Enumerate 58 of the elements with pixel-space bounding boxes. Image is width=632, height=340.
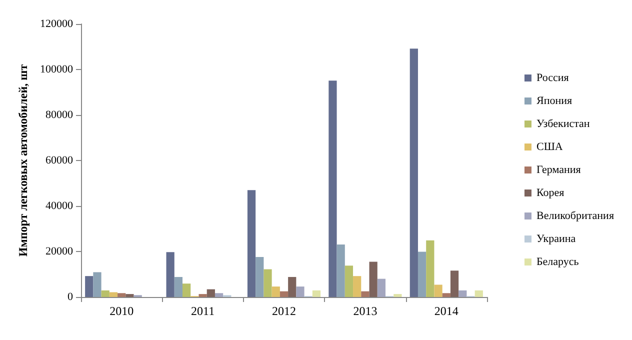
bar	[353, 276, 362, 297]
bar	[256, 256, 264, 297]
legend-label: Украина	[536, 233, 576, 245]
bar	[166, 252, 174, 297]
bar	[288, 276, 296, 297]
bar	[450, 270, 459, 297]
bar	[118, 293, 126, 297]
bar	[474, 290, 483, 297]
x-tick-label: 2013	[353, 304, 378, 318]
bar	[377, 278, 386, 297]
y-tick-label: 120000	[40, 18, 74, 30]
bar	[85, 276, 94, 297]
legend-label: Беларусь	[536, 256, 579, 268]
bar	[410, 48, 418, 297]
bar	[264, 269, 272, 297]
bar	[206, 289, 215, 297]
bar	[198, 294, 207, 297]
bar	[394, 294, 402, 297]
legend-label: Корея	[536, 187, 564, 199]
bar	[182, 284, 191, 297]
x-tick-label: 2014	[434, 304, 458, 318]
bar	[101, 290, 110, 297]
legend-label: Великобритания	[536, 210, 614, 222]
bar	[93, 272, 102, 297]
legend-label: Россия	[536, 72, 569, 84]
bar	[328, 80, 337, 297]
bar	[109, 292, 118, 297]
x-tick-label: 2012	[272, 304, 296, 318]
y-tick-label: 40000	[46, 200, 74, 212]
bar	[418, 252, 426, 297]
legend-label: Япония	[536, 95, 572, 107]
legend-label: США	[536, 141, 563, 153]
bar	[247, 190, 256, 297]
bar	[426, 240, 434, 297]
bar	[126, 294, 134, 297]
y-tick-label: 80000	[46, 109, 74, 121]
y-tick-label: 60000	[46, 154, 74, 166]
bar	[174, 276, 182, 297]
bar	[272, 286, 280, 297]
bar	[369, 262, 378, 297]
legend-label: Узбекистан	[536, 118, 590, 130]
bar	[312, 290, 321, 297]
bar	[344, 266, 354, 297]
bar	[434, 284, 442, 297]
bar	[280, 291, 288, 297]
y-tick-label: 100000	[40, 64, 74, 76]
y-tick-label: 20000	[46, 246, 74, 258]
x-tick-label: 2010	[110, 304, 134, 318]
bar	[458, 290, 467, 297]
legend-label: Германия	[536, 164, 581, 176]
y-tick-label: 0	[68, 291, 74, 303]
bar	[361, 291, 370, 297]
bar	[296, 286, 304, 297]
bar	[442, 293, 450, 297]
bar	[214, 293, 224, 297]
x-tick-label: 2011	[191, 304, 215, 318]
bar	[336, 244, 345, 297]
y-axis-title: Импорт легковых автомобилей, шт	[16, 64, 30, 257]
